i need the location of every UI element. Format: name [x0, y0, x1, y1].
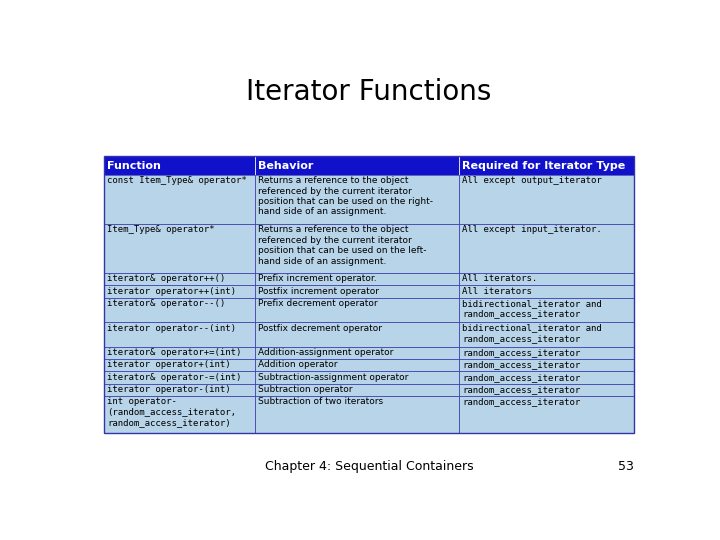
Text: iterator& operator++(): iterator& operator++() — [107, 274, 225, 284]
Text: Postfix increment operator: Postfix increment operator — [258, 287, 379, 296]
Text: Chapter 4: Sequential Containers: Chapter 4: Sequential Containers — [265, 460, 473, 472]
Bar — [255, 396, 459, 433]
Bar — [104, 156, 255, 175]
Text: All except input_iterator.: All except input_iterator. — [462, 225, 602, 234]
Bar — [104, 396, 255, 433]
Text: Addition operator: Addition operator — [258, 360, 338, 369]
Bar — [104, 175, 255, 224]
Text: Prefix increment operator.: Prefix increment operator. — [258, 274, 377, 284]
Text: All except output_iterator: All except output_iterator — [462, 176, 602, 185]
Bar — [459, 322, 634, 347]
Bar — [104, 298, 255, 322]
Text: random_access_iterator: random_access_iterator — [462, 360, 581, 369]
Text: Subtraction-assignment operator: Subtraction-assignment operator — [258, 373, 409, 382]
Text: Required for Iterator Type: Required for Iterator Type — [462, 160, 626, 171]
Text: iterator& operator--(): iterator& operator--() — [107, 299, 225, 308]
Bar — [459, 273, 634, 286]
Text: random_access_iterator: random_access_iterator — [462, 385, 581, 394]
Bar — [459, 359, 634, 372]
Text: All iterators: All iterators — [462, 287, 532, 296]
Bar — [104, 322, 255, 347]
Bar — [255, 372, 459, 384]
Bar — [104, 156, 634, 433]
Bar — [104, 384, 255, 396]
Bar — [459, 224, 634, 273]
Bar — [104, 347, 255, 359]
Bar — [459, 175, 634, 224]
Text: Subtraction operator: Subtraction operator — [258, 385, 353, 394]
Bar — [104, 286, 255, 298]
Bar — [255, 224, 459, 273]
Bar — [255, 359, 459, 372]
Text: iterator& operator-=(int): iterator& operator-=(int) — [107, 373, 242, 382]
Text: bidirectional_iterator and
random_access_iterator: bidirectional_iterator and random_access… — [462, 323, 602, 343]
Bar — [459, 298, 634, 322]
Text: random_access_iterator: random_access_iterator — [462, 373, 581, 382]
Bar — [255, 384, 459, 396]
Text: Returns a reference to the object
referenced by the current iterator
position th: Returns a reference to the object refere… — [258, 176, 433, 217]
Bar — [104, 372, 255, 384]
Text: Returns a reference to the object
referenced by the current iterator
position th: Returns a reference to the object refere… — [258, 225, 427, 266]
Text: iterator operator--(int): iterator operator--(int) — [107, 323, 236, 333]
Text: random_access_iterator: random_access_iterator — [462, 397, 581, 406]
Bar — [459, 396, 634, 433]
Bar — [255, 273, 459, 286]
Bar — [459, 372, 634, 384]
Bar — [459, 347, 634, 359]
Text: Iterator Functions: Iterator Functions — [246, 78, 492, 106]
Text: Postfix decrement operator: Postfix decrement operator — [258, 323, 382, 333]
Text: 53: 53 — [618, 460, 634, 472]
Text: iterator operator+(int): iterator operator+(int) — [107, 360, 231, 369]
Bar — [255, 322, 459, 347]
Bar — [104, 273, 255, 286]
Bar — [255, 347, 459, 359]
Text: Prefix decrement operator: Prefix decrement operator — [258, 299, 378, 308]
Text: Item_Type& operator*: Item_Type& operator* — [107, 225, 215, 234]
Bar — [104, 224, 255, 273]
Bar — [459, 156, 634, 175]
Bar — [255, 156, 459, 175]
Bar — [459, 286, 634, 298]
Bar — [459, 384, 634, 396]
Text: iterator& operator+=(int): iterator& operator+=(int) — [107, 348, 242, 357]
Bar — [255, 286, 459, 298]
Text: Behavior: Behavior — [258, 160, 314, 171]
Text: const Item_Type& operator*: const Item_Type& operator* — [107, 176, 247, 185]
Text: All iterators.: All iterators. — [462, 274, 538, 284]
Bar — [255, 175, 459, 224]
Text: int operator-
(random_access_iterator,
random_access_iterator): int operator- (random_access_iterator, r… — [107, 397, 236, 427]
Bar — [255, 298, 459, 322]
Text: Function: Function — [107, 160, 161, 171]
Bar — [104, 359, 255, 372]
Text: random_access_iterator: random_access_iterator — [462, 348, 581, 357]
Text: bidirectional_iterator and
random_access_iterator: bidirectional_iterator and random_access… — [462, 299, 602, 319]
Text: Subtraction of two iterators: Subtraction of two iterators — [258, 397, 384, 406]
Text: iterator operator-(int): iterator operator-(int) — [107, 385, 231, 394]
Text: Addition-assignment operator: Addition-assignment operator — [258, 348, 394, 357]
Text: iterator operator++(int): iterator operator++(int) — [107, 287, 236, 296]
